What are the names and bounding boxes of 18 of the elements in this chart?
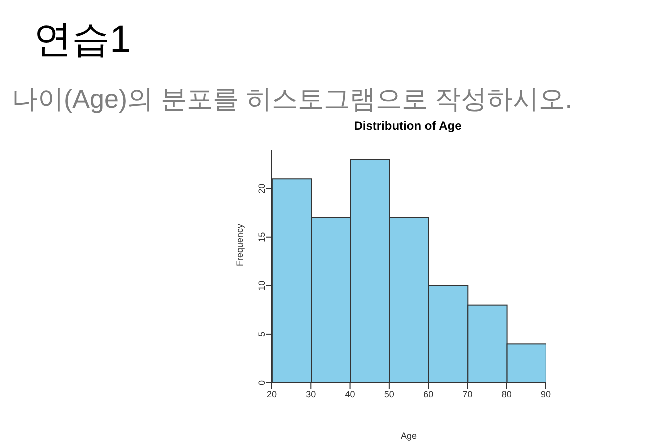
y-tick-label: 5 bbox=[257, 332, 268, 337]
x-tick-label: 60 bbox=[424, 389, 434, 400]
chart-title: Distribution of Age bbox=[353, 119, 463, 133]
x-tick-label: 80 bbox=[502, 389, 512, 400]
x-tick-label: 70 bbox=[462, 389, 473, 400]
y-axis-title: Frequency bbox=[235, 223, 246, 266]
text: 연습1 bbox=[34, 18, 132, 63]
y-tick-label: 10 bbox=[257, 280, 268, 291]
x-tick-label: 50 bbox=[384, 389, 394, 400]
text: 나이(Age)의 분포를 히스토그램으로 작성하시오. bbox=[12, 83, 572, 116]
y-tick-label: 15 bbox=[257, 232, 268, 242]
x-tick-label: 20 bbox=[266, 389, 278, 400]
x-tick-label: 40 bbox=[345, 389, 356, 400]
y-tick-label: 20 bbox=[257, 184, 268, 194]
y-tick-label: 0 bbox=[257, 380, 268, 386]
x-tick-label: 90 bbox=[540, 389, 552, 400]
x-tick-label: 30 bbox=[306, 389, 316, 400]
x-axis-title: Age bbox=[400, 431, 418, 441]
